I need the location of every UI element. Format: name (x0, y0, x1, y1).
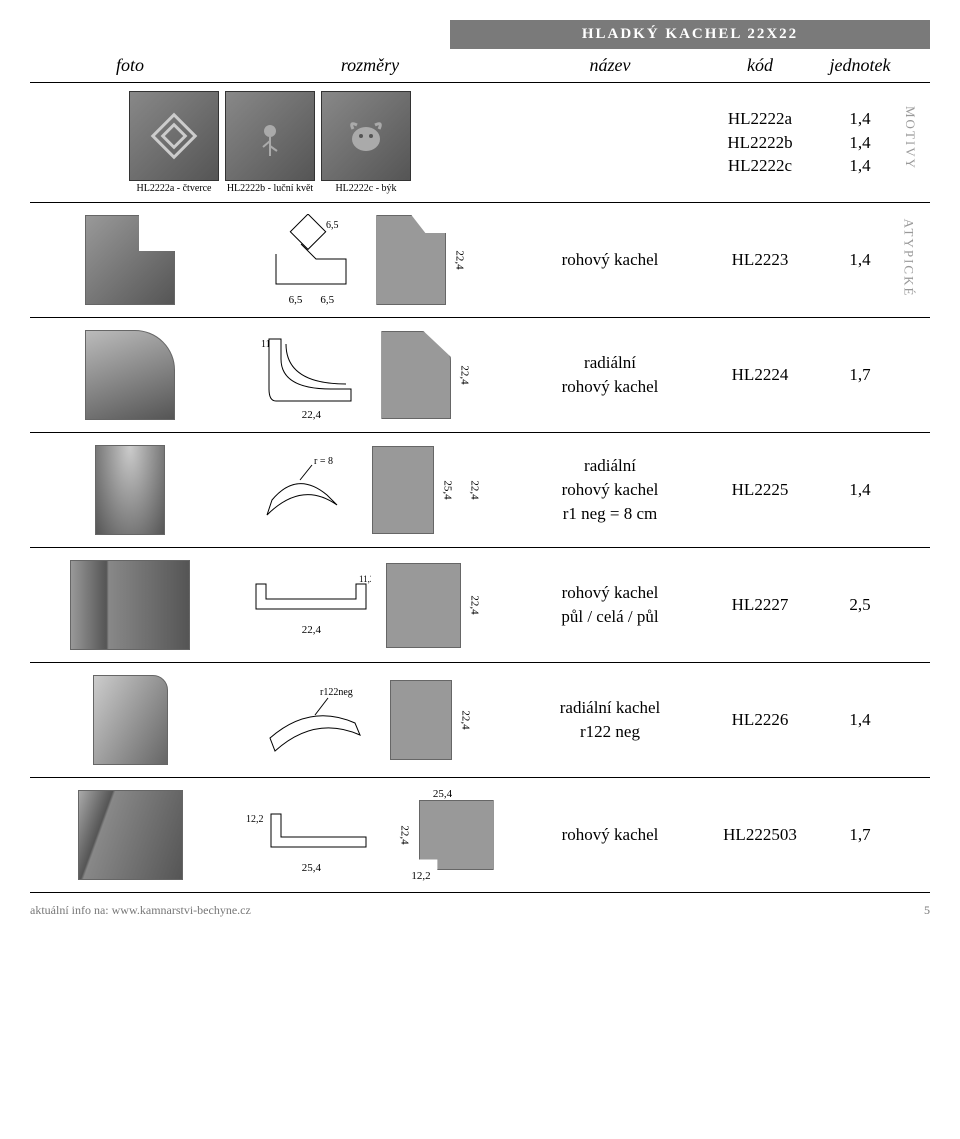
table-row: 12,2 25,4 25,4 22,4 12,2 rohový kachel H… (30, 778, 930, 893)
dim-height: 22,4 (469, 595, 481, 614)
table-row: 11,2 22,4 22,4 radiálnírohový kachel HL2… (30, 318, 930, 433)
dim-label: 11,2 (359, 574, 371, 584)
name-cell: radiálnírohový kachelr1 neg = 8 cm (510, 454, 710, 525)
shape-render (376, 215, 446, 305)
dim-label: 12,2 (411, 870, 430, 882)
schematic: 11,2 22,4 (261, 329, 361, 421)
name-cell: rohový kachel (510, 250, 710, 270)
photo-placeholder (85, 215, 175, 305)
tile-item: HL2222c - býk (321, 91, 411, 194)
page-footer: aktuální info na: www.kamnarstvi-bechyne… (30, 893, 930, 918)
svg-text:6,5: 6,5 (326, 220, 339, 231)
header-kod: kód (710, 55, 810, 76)
schematic: r122neg (260, 683, 370, 758)
code: HL2222c (728, 154, 792, 178)
schematic: r = 8 (252, 450, 352, 530)
dim-height: 22,4 (460, 710, 472, 729)
schematic: 11,2 22,4 (251, 574, 371, 636)
table-row: r122neg 22,4 radiální kachelr122 neg HL2… (30, 663, 930, 778)
code-cell: HL2227 (710, 595, 810, 615)
tile-caption: HL2222a - čtverce (129, 183, 219, 194)
table-row: HL2222a - čtverce HL2222b - luční květ H… (30, 83, 930, 203)
dim-height: 25,4 (441, 480, 453, 499)
name-cell: rohový kachel (510, 825, 710, 845)
dim-label: r122neg (320, 687, 353, 698)
photo-placeholder (95, 445, 165, 535)
unit-cell: 1,7 (810, 365, 910, 385)
side-label-atypicke: ATYPICKÉ (901, 219, 917, 298)
dim-height: 22,4 (399, 825, 411, 844)
table-row: r = 8 25,4 22,4 radiálnírohový kachelr1 … (30, 433, 930, 548)
page-title-bar: HLADKÝ KACHEL 22X22 (450, 20, 930, 49)
code-cell: HL222503 (710, 825, 810, 845)
header-jednotek: jednotek (810, 55, 910, 76)
table-row: 6,5 6,5 6,5 22,4 rohový kachel HL2223 1,… (30, 203, 930, 318)
motif-tiles: HL2222a - čtverce HL2222b - luční květ H… (129, 91, 411, 194)
header-foto: foto (30, 55, 230, 76)
tile-ctverce (129, 91, 219, 181)
shape-render (386, 563, 461, 648)
dim-label: 12,2 (246, 814, 264, 825)
unit-cell: 1,4 (810, 480, 910, 500)
header-rozmery: rozměry (230, 55, 510, 76)
dim-label: 22,4 (302, 409, 321, 421)
unit-cell: 1,4 (810, 250, 910, 270)
page-number: 5 (924, 903, 930, 918)
unit-cell: 1,4 (810, 710, 910, 730)
dim-height: 22,4 (454, 250, 466, 269)
code-cell: HL2223 (710, 250, 810, 270)
name-cell: radiální kachelr122 neg (510, 696, 710, 744)
code-cell: HL2226 (710, 710, 810, 730)
footer-url: aktuální info na: www.kamnarstvi-bechyne… (30, 903, 251, 918)
dim-height: 22,4 (459, 365, 471, 384)
unit-cell: 1,4 1,4 1,4 (810, 107, 910, 178)
shape-render (390, 680, 452, 760)
name-cell: radiálnírohový kachel (510, 351, 710, 399)
schematic: 12,2 25,4 (246, 802, 376, 874)
code-cell: HL2224 (710, 365, 810, 385)
tile-byk (321, 91, 411, 181)
photo-placeholder (78, 790, 183, 880)
dim-label: 25,4 (302, 862, 321, 874)
unit-cell: 1,7 (810, 825, 910, 845)
code: HL2222a (728, 107, 792, 131)
dim-label: r = 8 (314, 456, 333, 467)
shape-render (419, 800, 494, 870)
shape-render (381, 331, 451, 419)
code-cell: HL2222a HL2222b HL2222c (710, 107, 810, 178)
dim-label: 22,4 (302, 624, 321, 636)
dim-label: 6,5 (289, 294, 303, 306)
tile-caption: HL2222b - luční květ (225, 183, 315, 194)
unit-cell: 2,5 (810, 595, 910, 615)
name-cell: rohový kachelpůl / celá / půl (510, 581, 710, 629)
dim-label: 6,5 (320, 294, 334, 306)
schematic: 6,5 6,5 6,5 (266, 214, 356, 306)
header-nazev: název (510, 55, 710, 76)
dim-label: 25,4 (433, 788, 452, 800)
shape-render (372, 446, 434, 534)
unit: 1,4 (849, 131, 870, 155)
tile-item: HL2222a - čtverce (129, 91, 219, 194)
photo-placeholder (70, 560, 190, 650)
table-row: 11,2 22,4 22,4 rohový kachelpůl / celá /… (30, 548, 930, 663)
photo-placeholder (93, 675, 168, 765)
dim-height: 22,4 (469, 480, 481, 499)
tile-caption: HL2222c - býk (321, 183, 411, 194)
tile-item: HL2222b - luční květ (225, 91, 315, 194)
photo-placeholder (85, 330, 175, 420)
unit: 1,4 (849, 107, 870, 131)
tile-lucni-kvet (225, 91, 315, 181)
side-label-motivy: MOTIVY (902, 106, 918, 170)
unit: 1,4 (849, 154, 870, 178)
table-header: foto rozměry název kód jednotek (30, 49, 930, 83)
code: HL2222b (727, 131, 792, 155)
code-cell: HL2225 (710, 480, 810, 500)
